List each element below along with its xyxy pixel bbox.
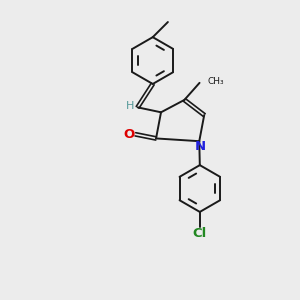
Text: CH₃: CH₃ <box>207 77 224 86</box>
Text: O: O <box>124 128 135 141</box>
Text: N: N <box>195 140 206 153</box>
Text: Cl: Cl <box>193 226 207 240</box>
Text: H: H <box>126 101 134 111</box>
